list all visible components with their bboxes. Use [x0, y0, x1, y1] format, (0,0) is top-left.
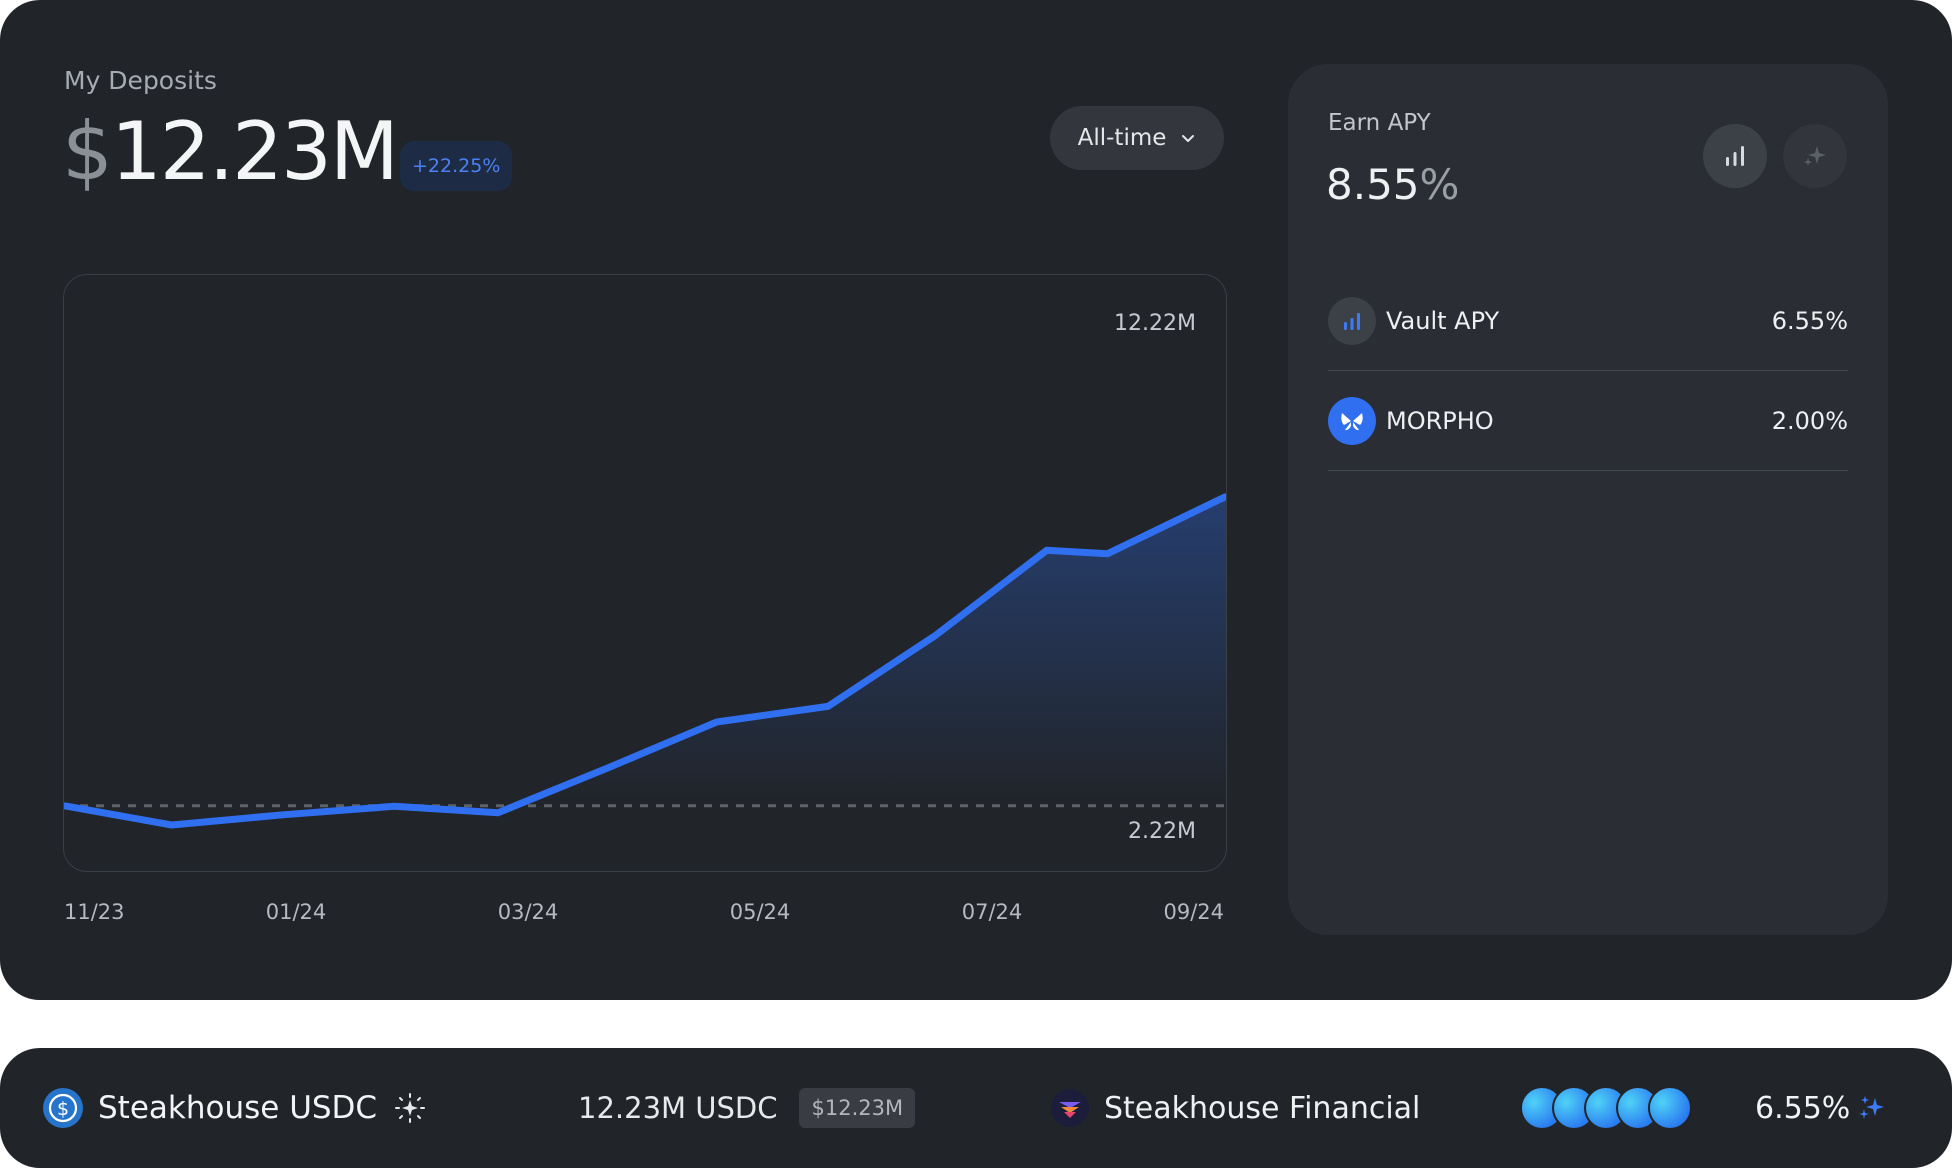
deposit-amount: $12.23M — [62, 112, 399, 192]
time-range-label: All-time — [1077, 125, 1167, 151]
chart-view-button[interactable] — [1703, 124, 1767, 188]
sparkles-icon — [1804, 146, 1826, 166]
apy-value: 8.55% — [1326, 160, 1459, 209]
chart-svg — [64, 493, 1226, 829]
usdc-logo-icon: $ — [43, 1088, 83, 1128]
apy-row-name: Vault APY — [1386, 307, 1500, 335]
apy-label: Earn APY — [1328, 110, 1431, 136]
vault-usd-chip: $12.23M — [799, 1088, 916, 1128]
time-range-dropdown[interactable]: All-time — [1050, 106, 1224, 170]
butterfly-icon — [1341, 413, 1363, 431]
bar-chart-icon — [1726, 146, 1744, 166]
data-point — [1223, 493, 1226, 500]
series-line — [64, 493, 1226, 829]
apy-number: 8.55 — [1326, 160, 1420, 209]
apy-unit: % — [1419, 160, 1460, 209]
chevron-down-icon — [1182, 135, 1195, 142]
deposits-panel: My Deposits $12.23M +22.25% All-time 12.… — [0, 0, 1952, 1000]
data-point — [606, 764, 613, 771]
steakhouse-logo-icon — [1051, 1089, 1089, 1127]
x-axis-ticks: 11/23 01/24 03/24 05/24 07/24 09/24 — [64, 900, 1224, 930]
apy-row-value: 2.00% — [1771, 407, 1848, 435]
vault-name-cell: $ Steakhouse USDC — [42, 1048, 426, 1168]
x-tick-label: 05/24 — [729, 900, 791, 924]
x-tick-label: 03/24 — [497, 900, 559, 924]
x-tick-label: 11/23 — [64, 900, 125, 924]
curator-name: Steakhouse Financial — [1104, 1090, 1421, 1126]
vault-amount: 12.23M USDC — [578, 1091, 778, 1125]
apy-row-name: MORPHO — [1386, 407, 1494, 435]
vault-amount-cell: 12.23M USDC $12.23M — [578, 1048, 916, 1168]
x-tick-label: 09/24 — [1163, 900, 1224, 924]
currency-symbol: $ — [62, 105, 113, 198]
data-point — [168, 822, 175, 828]
x-tick-label: 01/24 — [265, 900, 327, 924]
data-point — [824, 703, 831, 710]
data-point — [713, 719, 720, 725]
deposits-label: My Deposits — [64, 66, 217, 95]
x-tick-label: 07/24 — [961, 900, 1023, 924]
data-point — [279, 811, 286, 818]
series-area — [64, 496, 1226, 806]
vault-row[interactable]: $ Steakhouse USDC 12.23M USDC $12.23M St… — [0, 1048, 1952, 1168]
data-point — [1043, 547, 1050, 554]
bar-chart-icon — [1344, 313, 1360, 330]
collateral-bubbles[interactable] — [1520, 1048, 1692, 1168]
vault-name: Steakhouse USDC — [98, 1090, 378, 1126]
data-point — [495, 809, 501, 816]
y-max-label: 12.22M — [1114, 311, 1196, 336]
apy-row-value: 6.55% — [1771, 307, 1848, 335]
sparkle-icon — [395, 1093, 426, 1123]
rewards-view-button[interactable] — [1783, 124, 1847, 188]
apy-row-morpho: MORPHO 2.00% — [1328, 372, 1848, 471]
change-badge: +22.25% — [400, 141, 513, 191]
earn-apy-card: Earn APY 8.55% Vault APY 6.55% MORPHO 2.… — [1288, 64, 1888, 935]
vault-apy: 6.55% — [1755, 1090, 1851, 1126]
sparkles-icon — [1859, 1096, 1885, 1119]
deposits-chart[interactable]: 12.22M 2.22M — [63, 274, 1227, 872]
apy-row-vault: Vault APY 6.55% — [1328, 272, 1848, 371]
y-min-label: 2.22M — [1128, 819, 1196, 844]
vault-apy-icon — [1328, 297, 1376, 345]
data-point — [391, 803, 397, 810]
data-point — [932, 632, 939, 639]
morpho-logo-icon — [1328, 397, 1376, 445]
svg-text:$: $ — [57, 1098, 69, 1120]
curator-cell: Steakhouse Financial — [1050, 1048, 1420, 1168]
collateral-token-icon — [1648, 1086, 1692, 1130]
deposit-value: 12.23M — [110, 105, 399, 198]
data-point — [64, 802, 67, 809]
vault-apy-cell: 6.55% — [1755, 1048, 1888, 1168]
data-point — [1104, 550, 1111, 557]
